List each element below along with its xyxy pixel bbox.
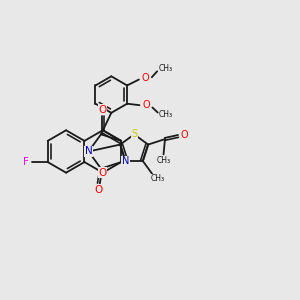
Text: N: N bbox=[85, 146, 92, 157]
Text: CH₃: CH₃ bbox=[159, 110, 173, 119]
Text: O: O bbox=[181, 130, 188, 140]
Text: N: N bbox=[122, 156, 129, 166]
Text: CH₃: CH₃ bbox=[156, 156, 171, 165]
Text: O: O bbox=[94, 185, 103, 195]
Text: CH₃: CH₃ bbox=[151, 174, 165, 183]
Text: F: F bbox=[23, 157, 29, 167]
Text: O: O bbox=[142, 74, 149, 83]
Text: CH₃: CH₃ bbox=[158, 64, 172, 74]
Text: O: O bbox=[99, 105, 107, 115]
Text: S: S bbox=[131, 129, 137, 140]
Text: O: O bbox=[142, 100, 150, 110]
Text: O: O bbox=[99, 168, 107, 178]
